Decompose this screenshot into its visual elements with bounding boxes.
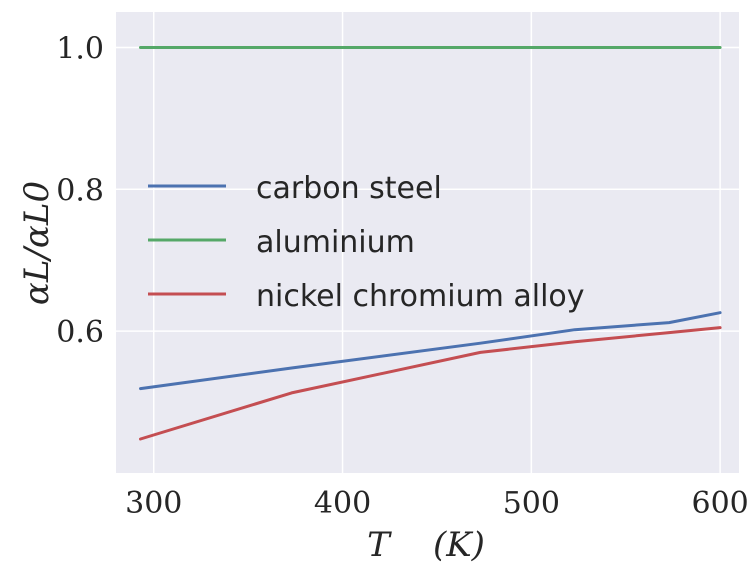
series-lines: [139, 46, 722, 441]
series-line-carbon-steel: [139, 311, 722, 391]
y-tick-label: 1.0: [56, 31, 104, 66]
x-tick-label: 300: [125, 486, 182, 521]
legend-label-nickel-chromium-alloy: nickel chromium alloy: [256, 279, 585, 314]
y-axis-label: αL/αL0: [17, 181, 57, 305]
y-tick-labels: 0.6 0.8 1.0: [56, 31, 104, 350]
y-tick-label: 0.6: [56, 315, 104, 350]
plot-background: [116, 12, 739, 473]
x-tick-label: 500: [503, 486, 560, 521]
x-tick-label: 600: [691, 486, 747, 521]
series-line-nickel-chromium-alloy: [139, 326, 722, 441]
x-tick-labels: 300 400 500 600: [125, 486, 747, 521]
legend-label-carbon-steel: carbon steel: [256, 171, 442, 206]
x-axis-label: T (K): [367, 525, 485, 565]
legend: carbon steel aluminium nickel chromium a…: [148, 171, 585, 314]
x-tick-label: 400: [314, 486, 371, 521]
legend-label-aluminium: aluminium: [256, 225, 415, 260]
y-tick-label: 0.8: [56, 173, 104, 208]
